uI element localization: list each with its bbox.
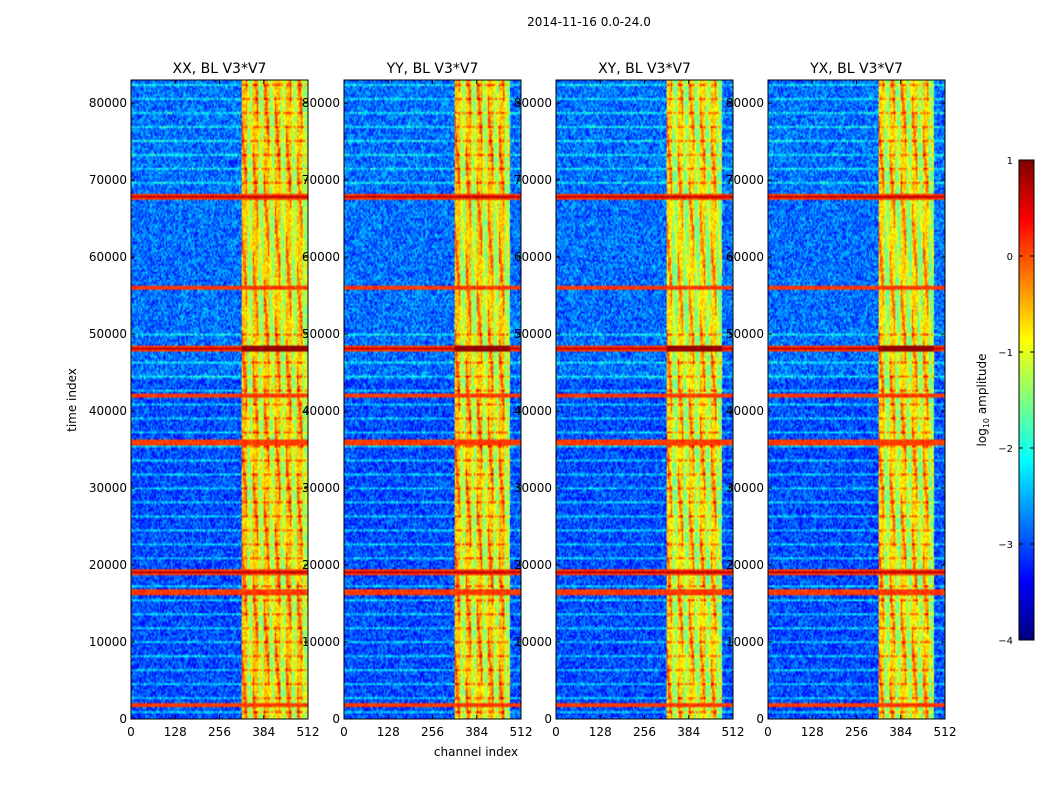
x-tick-label: 0 bbox=[127, 725, 135, 739]
heatmap-panel: YX, BL V3*V7 0 128 256 384 512 0 10000 20000 3000… bbox=[726, 61, 957, 739]
x-tick-label: 384 bbox=[465, 725, 488, 739]
y-tick-label: 60000 bbox=[89, 250, 127, 264]
x-tick-label: 128 bbox=[801, 725, 824, 739]
y-tick-label: 10000 bbox=[302, 635, 340, 649]
y-tick-label: 70000 bbox=[302, 173, 340, 187]
y-tick-label: 10000 bbox=[514, 635, 552, 649]
y-axis-label: time index bbox=[65, 368, 79, 432]
x-tick-label: 0 bbox=[764, 725, 772, 739]
y-tick-label: 40000 bbox=[89, 404, 127, 418]
panels: XX, BL V3*V7 0 128 256 384 512 0 10000 20000 3000… bbox=[89, 61, 957, 739]
y-tick-label: 80000 bbox=[89, 96, 127, 110]
y-tick-label: 70000 bbox=[89, 173, 127, 187]
x-tick-label: 512 bbox=[934, 725, 957, 739]
y-tick-label: 30000 bbox=[514, 481, 552, 495]
colorbar-tick-label: 1 bbox=[1007, 156, 1013, 167]
y-tick-label: 0 bbox=[756, 712, 764, 726]
y-tick-label: 0 bbox=[119, 712, 127, 726]
y-tick-label: 80000 bbox=[302, 96, 340, 110]
y-tick-label: 30000 bbox=[302, 481, 340, 495]
colorbar-tick-label: 0 bbox=[1007, 252, 1013, 263]
panel-title: YX, BL V3*V7 bbox=[809, 61, 903, 77]
x-tick-label: 128 bbox=[164, 725, 187, 739]
x-tick-label: 128 bbox=[589, 725, 612, 739]
y-tick-label: 80000 bbox=[726, 96, 764, 110]
colorbar-label-subscript: 10 bbox=[982, 418, 991, 428]
x-tick-label: 384 bbox=[889, 725, 912, 739]
y-tick-label: 30000 bbox=[89, 481, 127, 495]
x-tick-label: 256 bbox=[421, 725, 444, 739]
y-tick-label: 50000 bbox=[726, 327, 764, 341]
x-tick-label: 128 bbox=[377, 725, 400, 739]
heatmap-panel: XY, BL V3*V7 0 128 256 384 512 0 10000 20000 3000… bbox=[514, 61, 745, 739]
panel-title: YY, BL V3*V7 bbox=[386, 61, 479, 77]
y-tick-label: 60000 bbox=[514, 250, 552, 264]
y-tick-label: 20000 bbox=[726, 558, 764, 572]
colorbar-tick-label: −2 bbox=[998, 444, 1013, 455]
colorbar-label-suffix: amplitude bbox=[975, 354, 989, 418]
x-tick-label: 0 bbox=[552, 725, 560, 739]
y-tick-label: 10000 bbox=[726, 635, 764, 649]
y-tick-label: 10000 bbox=[89, 635, 127, 649]
figure-suptitle: 2014-11-16 0.0-24.0 bbox=[527, 15, 651, 29]
panel-title: XY, BL V3*V7 bbox=[598, 61, 691, 77]
y-tick-label: 40000 bbox=[302, 404, 340, 418]
heatmap-panel: YY, BL V3*V7 0 128 256 384 512 0 10000 20000 3000… bbox=[302, 61, 533, 739]
x-axis-label: channel index bbox=[434, 745, 518, 759]
y-tick-label: 40000 bbox=[726, 404, 764, 418]
x-tick-label: 256 bbox=[208, 725, 231, 739]
y-tick-label: 70000 bbox=[514, 173, 552, 187]
y-tick-label: 20000 bbox=[89, 558, 127, 572]
x-tick-label: 512 bbox=[510, 725, 533, 739]
x-tick-label: 384 bbox=[252, 725, 275, 739]
y-tick-label: 20000 bbox=[302, 558, 340, 572]
y-tick-label: 30000 bbox=[726, 481, 764, 495]
colorbar-tick-label: −3 bbox=[998, 540, 1013, 551]
x-tick-label: 512 bbox=[297, 725, 320, 739]
y-tick-label: 20000 bbox=[514, 558, 552, 572]
panel-title: XX, BL V3*V7 bbox=[173, 61, 267, 77]
y-tick-label: 70000 bbox=[726, 173, 764, 187]
colorbar-gradient bbox=[1018, 159, 1035, 641]
y-tick-label: 50000 bbox=[514, 327, 552, 341]
colorbar-label: log10 amplitude bbox=[975, 354, 991, 447]
heatmap-image bbox=[131, 80, 308, 719]
x-tick-label: 384 bbox=[677, 725, 700, 739]
heatmap-image bbox=[556, 80, 733, 719]
y-tick-label: 0 bbox=[544, 712, 552, 726]
y-tick-label: 80000 bbox=[514, 96, 552, 110]
y-tick-label: 60000 bbox=[726, 250, 764, 264]
y-tick-label: 0 bbox=[332, 712, 340, 726]
colorbar-label-prefix: log bbox=[975, 428, 989, 446]
colorbar-tick-label: −1 bbox=[998, 348, 1013, 359]
x-tick-label: 512 bbox=[722, 725, 745, 739]
y-tick-label: 50000 bbox=[89, 327, 127, 341]
x-tick-label: 256 bbox=[845, 725, 868, 739]
y-tick-label: 50000 bbox=[302, 327, 340, 341]
heatmap-panel: XX, BL V3*V7 0 128 256 384 512 0 10000 20000 3000… bbox=[89, 61, 320, 739]
y-tick-label: 60000 bbox=[302, 250, 340, 264]
colorbar-tick-label: −4 bbox=[998, 636, 1013, 647]
heatmap-image bbox=[344, 80, 521, 719]
x-tick-label: 0 bbox=[340, 725, 348, 739]
y-tick-label: 40000 bbox=[514, 404, 552, 418]
x-tick-label: 256 bbox=[633, 725, 656, 739]
heatmap-image bbox=[768, 80, 945, 719]
